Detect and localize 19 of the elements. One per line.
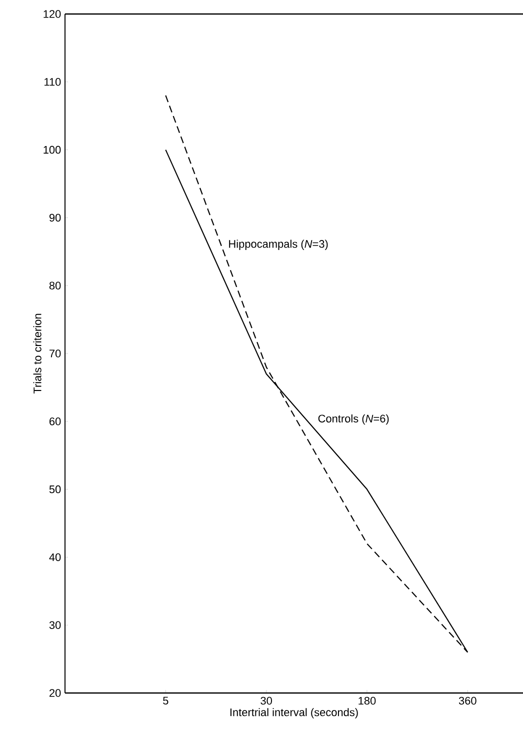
series-label: Hippocampals (N=3): [229, 240, 328, 250]
x-tick-label: 360: [458, 696, 476, 705]
y-tick-label: 40: [49, 553, 61, 562]
y-axis-title: Trials to criterion: [33, 314, 42, 394]
y-tick-label: 20: [50, 689, 61, 697]
y-tick-label: 90: [49, 214, 61, 222]
x-tick-label: 180: [358, 696, 376, 705]
y-tick-label: 100: [44, 146, 61, 154]
y-tick-label: 70: [50, 350, 61, 358]
series-label: Controls (N=6): [318, 414, 389, 425]
y-tick-label: 50: [49, 485, 61, 494]
x-axis-title: Intertrial interval (seconds): [230, 708, 358, 718]
x-tick-label: 30: [260, 696, 272, 705]
y-tick-label: 80: [49, 282, 61, 290]
y-tick-label: 120: [44, 10, 61, 18]
x-tick-label: 5: [163, 696, 168, 704]
y-tick-label: 30: [49, 621, 61, 629]
y-tick-label: 110: [44, 78, 61, 86]
y-tick-label: 60: [50, 418, 61, 426]
